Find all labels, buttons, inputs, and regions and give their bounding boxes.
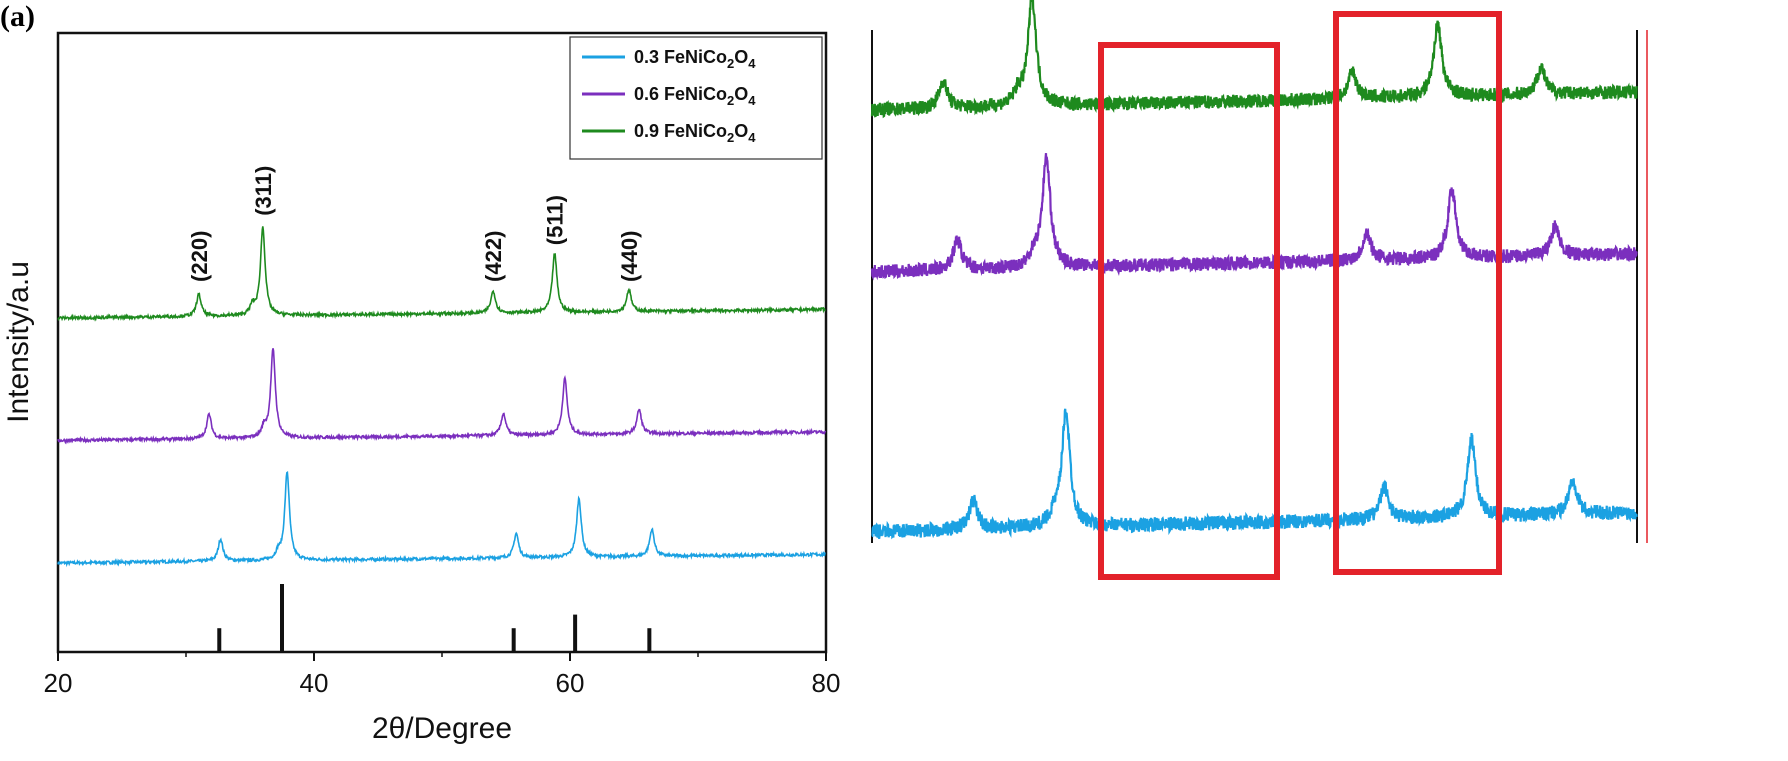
x-tick-label-2: 40 (300, 668, 329, 698)
peak-label-5: (440) (617, 231, 642, 282)
reference-pattern (217, 584, 652, 652)
legend-label-1: 0.3 FeNiCo2O4 (634, 47, 756, 71)
zoomed-series-traces (870, 0, 1638, 540)
zoomed-series-line-2 (870, 153, 1638, 281)
peak-label-2: (311) (251, 166, 276, 216)
legend-label-3: 0.9 FeNiCo2O4 (634, 121, 756, 145)
series-line-1 (57, 470, 826, 568)
x-axis-title: 2θ/Degree (372, 712, 512, 745)
y-axis-title: Intensity/a.u (2, 261, 35, 423)
highlight-box-1 (1098, 42, 1280, 580)
peak-label-1: (220) (187, 231, 212, 282)
zoomed-series-line-1 (870, 0, 1638, 119)
x-tick-label-3: 60 (556, 668, 585, 698)
legend: 0.3 FeNiCo2O4 0.6 FeNiCo2O4 0.9 FeNiCo2O4 (569, 36, 823, 160)
highlight-box-2 (1333, 11, 1502, 575)
panel-label: (a) (0, 0, 35, 33)
x-axis: 20 40 60 80 (44, 652, 841, 698)
series-line-3 (57, 226, 826, 322)
legend-label-2: 0.6 FeNiCo2O4 (634, 84, 756, 108)
peak-label-3: (422) (481, 231, 506, 282)
peak-labels: (220) (311) (422) (511) (440) (187, 166, 642, 282)
x-tick-label-1: 20 (44, 668, 73, 698)
x-tick-label-4: 80 (812, 668, 841, 698)
series-traces (57, 226, 827, 568)
zoomed-xrd-view (870, 0, 1648, 580)
zoomed-series-line-3 (871, 408, 1638, 540)
peak-label-4: (511) (543, 195, 568, 245)
xrd-chart: (220) (311) (422) (511) (440) 20 40 60 80 2θ/De… (2, 31, 841, 745)
series-line-2 (57, 348, 827, 445)
